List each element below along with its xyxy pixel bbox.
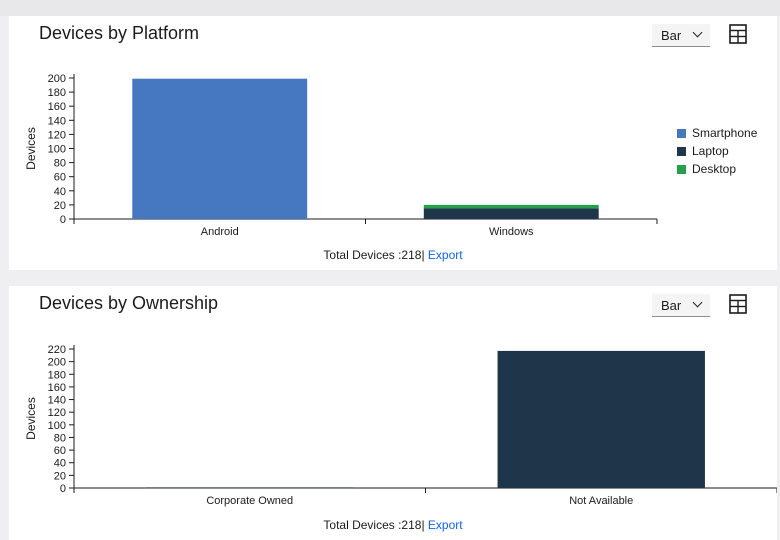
ownership-chart-title: Devices by Ownership bbox=[39, 293, 219, 313]
ownership-chart-type-value: Bar bbox=[661, 298, 682, 313]
platform-chart-type-select[interactable]: Bar bbox=[652, 24, 710, 47]
legend-item-smartphone[interactable]: Smartphone bbox=[677, 124, 757, 142]
y-tick-label: 80 bbox=[54, 158, 66, 170]
platform-chart-title: Devices by Platform bbox=[39, 23, 200, 43]
bar-corporate-owned[interactable] bbox=[146, 487, 354, 489]
bar-laptop-windows[interactable] bbox=[423, 208, 599, 219]
y-tick-label: 100 bbox=[48, 144, 66, 156]
y-tick-label: 200 bbox=[48, 357, 66, 369]
page-top-band bbox=[0, 0, 780, 16]
ownership-chart-footer: Total Devices :218| Export bbox=[9, 518, 777, 532]
x-tick-label: Not Available bbox=[569, 495, 633, 507]
ownership-chart-card: Devices by Ownership Bar 0 20 40 60 80 100 120… bbox=[9, 286, 777, 540]
platform-chart-legend: Smartphone Laptop Desktop bbox=[677, 124, 757, 178]
ownership-chart-type-select[interactable]: Bar bbox=[652, 294, 710, 317]
legend-swatch-laptop bbox=[677, 146, 686, 156]
y-tick-label: 140 bbox=[48, 395, 66, 407]
y-tick-label: 20 bbox=[54, 470, 66, 482]
x-tick-label: Android bbox=[201, 226, 239, 238]
y-tick-label: 160 bbox=[48, 101, 66, 113]
legend-swatch-desktop bbox=[677, 164, 686, 174]
platform-total-devices: Total Devices :218| bbox=[323, 248, 425, 262]
y-tick-label: 40 bbox=[54, 186, 66, 198]
legend-item-desktop[interactable]: Desktop bbox=[677, 160, 757, 178]
ownership-export-link[interactable]: Export bbox=[427, 518, 463, 532]
legend-item-laptop[interactable]: Laptop bbox=[677, 142, 757, 160]
legend-swatch-smartphone bbox=[677, 128, 686, 138]
y-tick-label: 180 bbox=[48, 369, 66, 381]
y-tick-label: 100 bbox=[48, 420, 66, 432]
legend-label-smartphone: Smartphone bbox=[692, 126, 758, 140]
y-tick-label: 80 bbox=[54, 432, 66, 444]
y-tick-label: 20 bbox=[54, 200, 66, 212]
bar-smartphone-android[interactable] bbox=[132, 78, 308, 219]
y-tick-label: 120 bbox=[48, 129, 66, 141]
bar-desktop-windows[interactable] bbox=[423, 204, 599, 209]
y-tick-label: 0 bbox=[60, 483, 66, 495]
table-icon[interactable] bbox=[729, 294, 747, 314]
y-tick-label: 140 bbox=[48, 115, 66, 127]
platform-chart-svg: 0 20 40 60 80 100 120 140 160 180 200 Devices Androi… bbox=[24, 73, 658, 238]
x-tick-label: Windows bbox=[489, 226, 534, 238]
y-tick-label: 160 bbox=[48, 382, 66, 394]
platform-export-link[interactable]: Export bbox=[427, 248, 463, 262]
y-tick-label: 0 bbox=[60, 214, 66, 226]
y-axis-title: Devices bbox=[24, 397, 38, 440]
x-tick-label: Corporate Owned bbox=[206, 495, 293, 507]
y-tick-label: 220 bbox=[48, 344, 66, 356]
ownership-total-devices: Total Devices :218| bbox=[323, 518, 425, 532]
platform-chart-footer: Total Devices :218| Export bbox=[9, 248, 777, 262]
y-tick-label: 200 bbox=[48, 73, 66, 85]
platform-chart-type-value: Bar bbox=[661, 28, 682, 43]
bar-not-available[interactable] bbox=[497, 350, 705, 488]
y-tick-label: 40 bbox=[54, 458, 66, 470]
legend-label-laptop: Laptop bbox=[692, 144, 729, 158]
legend-label-desktop: Desktop bbox=[692, 162, 737, 176]
table-icon[interactable] bbox=[729, 24, 747, 44]
y-tick-label: 180 bbox=[48, 87, 66, 99]
y-axis-title: Devices bbox=[24, 127, 38, 170]
y-tick-label: 120 bbox=[48, 407, 66, 419]
platform-chart-card: Devices by Platform Bar 0 20 40 60 80 100 120 1… bbox=[9, 16, 777, 270]
y-tick-label: 60 bbox=[54, 445, 66, 457]
y-tick-label: 60 bbox=[54, 172, 66, 184]
